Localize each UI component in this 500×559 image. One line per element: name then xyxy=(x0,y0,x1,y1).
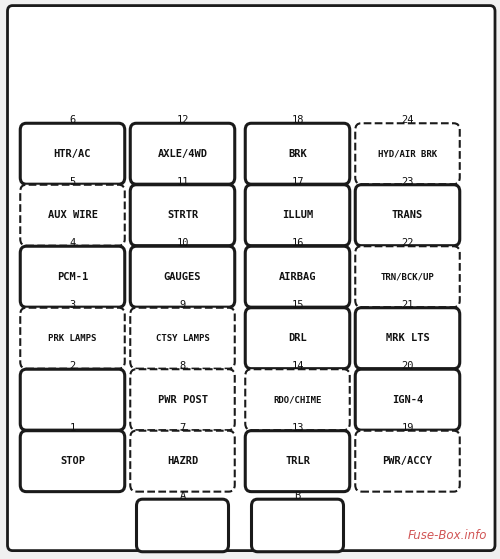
Text: 20: 20 xyxy=(401,362,414,372)
FancyBboxPatch shape xyxy=(355,184,460,246)
Text: PWR POST: PWR POST xyxy=(158,395,208,405)
Text: RDO/CHIME: RDO/CHIME xyxy=(274,395,322,404)
Text: BRK: BRK xyxy=(288,149,307,159)
Text: PCM-1: PCM-1 xyxy=(57,272,88,282)
FancyBboxPatch shape xyxy=(355,246,460,307)
Text: STOP: STOP xyxy=(60,456,85,466)
FancyBboxPatch shape xyxy=(355,369,460,430)
Text: IGN-4: IGN-4 xyxy=(392,395,423,405)
FancyBboxPatch shape xyxy=(130,431,235,492)
Text: 16: 16 xyxy=(291,239,304,248)
Text: 19: 19 xyxy=(401,423,414,433)
Text: 12: 12 xyxy=(176,116,189,126)
FancyBboxPatch shape xyxy=(130,369,235,430)
Text: DRL: DRL xyxy=(288,333,307,343)
FancyBboxPatch shape xyxy=(355,124,460,184)
Text: 3: 3 xyxy=(70,300,75,310)
FancyBboxPatch shape xyxy=(130,246,235,307)
Text: 22: 22 xyxy=(401,239,414,248)
Text: HYD/AIR BRK: HYD/AIR BRK xyxy=(378,149,437,158)
Text: TRN/BCK/UP: TRN/BCK/UP xyxy=(380,272,434,281)
Text: 6: 6 xyxy=(70,116,75,126)
FancyBboxPatch shape xyxy=(355,307,460,369)
FancyBboxPatch shape xyxy=(136,499,228,552)
Text: 24: 24 xyxy=(401,116,414,126)
Text: TRANS: TRANS xyxy=(392,210,423,220)
Text: 10: 10 xyxy=(176,239,189,248)
Text: HTR/AC: HTR/AC xyxy=(54,149,91,159)
Text: 7: 7 xyxy=(180,423,186,433)
Text: 8: 8 xyxy=(180,362,186,372)
FancyBboxPatch shape xyxy=(252,499,344,552)
Text: 18: 18 xyxy=(291,116,304,126)
FancyBboxPatch shape xyxy=(130,184,235,246)
Text: B: B xyxy=(294,491,300,501)
Text: 9: 9 xyxy=(180,300,186,310)
Text: 14: 14 xyxy=(291,362,304,372)
FancyBboxPatch shape xyxy=(245,307,350,369)
FancyBboxPatch shape xyxy=(245,184,350,246)
Text: CTSY LAMPS: CTSY LAMPS xyxy=(156,334,210,343)
FancyBboxPatch shape xyxy=(8,6,495,551)
FancyBboxPatch shape xyxy=(20,307,125,369)
FancyBboxPatch shape xyxy=(245,246,350,307)
FancyBboxPatch shape xyxy=(245,124,350,184)
Text: A: A xyxy=(180,491,186,501)
FancyBboxPatch shape xyxy=(245,431,350,492)
FancyBboxPatch shape xyxy=(20,246,125,307)
Text: TRLR: TRLR xyxy=(285,456,310,466)
FancyBboxPatch shape xyxy=(245,369,350,430)
Text: 2: 2 xyxy=(70,362,75,372)
Text: 5: 5 xyxy=(70,177,75,187)
Text: STRTR: STRTR xyxy=(167,210,198,220)
Text: PRK LAMPS: PRK LAMPS xyxy=(48,334,96,343)
Text: PWR/ACCY: PWR/ACCY xyxy=(382,456,432,466)
Text: ILLUM: ILLUM xyxy=(282,210,313,220)
FancyBboxPatch shape xyxy=(20,369,125,430)
Text: GAUGES: GAUGES xyxy=(164,272,201,282)
FancyBboxPatch shape xyxy=(355,431,460,492)
Text: AIRBAG: AIRBAG xyxy=(279,272,316,282)
FancyBboxPatch shape xyxy=(20,184,125,246)
Text: 21: 21 xyxy=(401,300,414,310)
FancyBboxPatch shape xyxy=(20,431,125,492)
FancyBboxPatch shape xyxy=(130,124,235,184)
Text: MRK LTS: MRK LTS xyxy=(386,333,430,343)
Text: 13: 13 xyxy=(291,423,304,433)
Text: AXLE/4WD: AXLE/4WD xyxy=(158,149,208,159)
Text: 17: 17 xyxy=(291,177,304,187)
Text: Fuse-Box.info: Fuse-Box.info xyxy=(408,529,488,542)
Text: 4: 4 xyxy=(70,239,75,248)
Text: 1: 1 xyxy=(70,423,75,433)
Text: HAZRD: HAZRD xyxy=(167,456,198,466)
Text: 23: 23 xyxy=(401,177,414,187)
Text: 11: 11 xyxy=(176,177,189,187)
FancyBboxPatch shape xyxy=(20,124,125,184)
FancyBboxPatch shape xyxy=(130,307,235,369)
Text: 15: 15 xyxy=(291,300,304,310)
Text: AUX WIRE: AUX WIRE xyxy=(48,210,98,220)
